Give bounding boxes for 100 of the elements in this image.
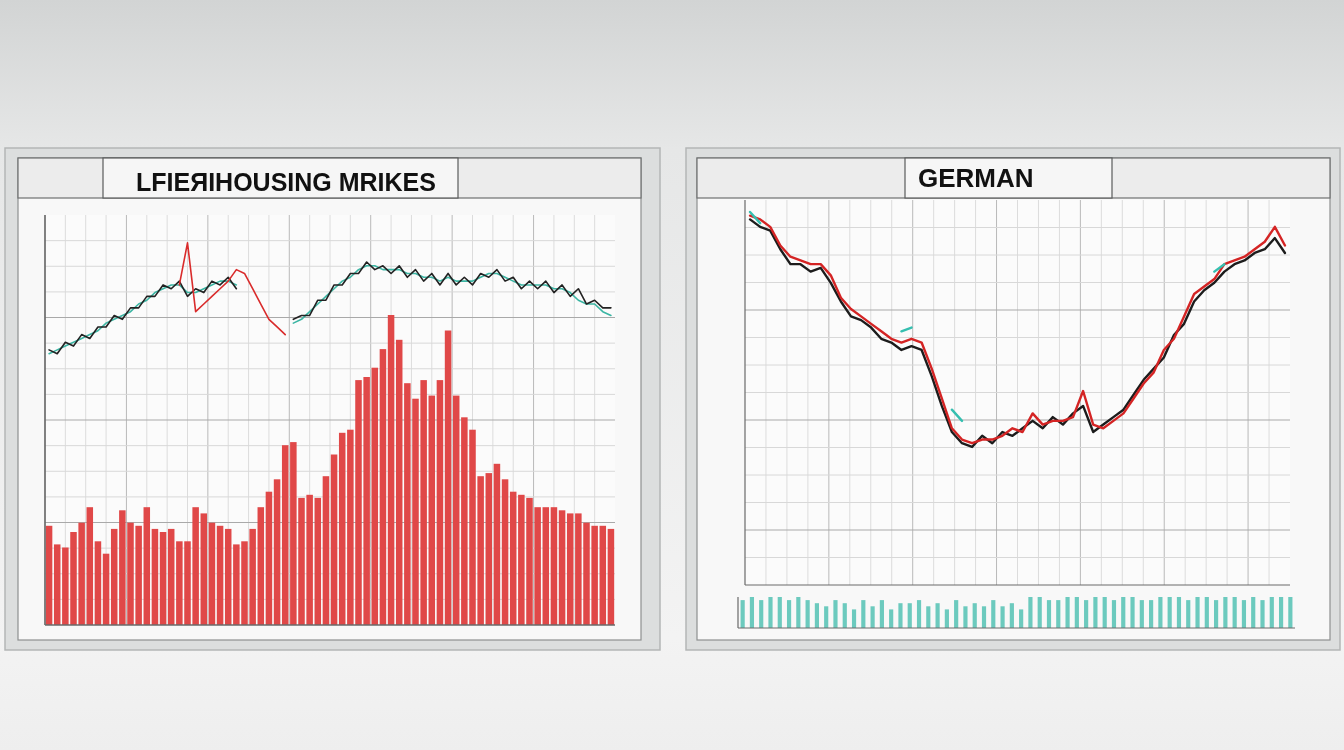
bar	[1000, 606, 1005, 628]
chart-title: LFIEЯIHOUSING MRIKES	[136, 168, 436, 196]
bar	[1065, 597, 1070, 628]
bar	[1009, 603, 1014, 628]
bar	[740, 600, 745, 628]
bar	[322, 476, 330, 625]
bar	[110, 528, 118, 625]
bar	[542, 507, 550, 625]
bar	[1158, 597, 1163, 628]
bar	[143, 507, 151, 625]
bar	[216, 525, 224, 625]
bar	[889, 609, 894, 628]
bar	[281, 445, 289, 625]
bar	[861, 600, 866, 628]
bar	[870, 606, 875, 628]
bar	[1102, 597, 1107, 628]
bar	[159, 532, 167, 625]
bar	[759, 600, 764, 628]
bar	[1111, 600, 1117, 628]
bar	[550, 507, 558, 625]
bar	[898, 603, 903, 628]
bar	[1241, 600, 1247, 628]
bar	[428, 395, 436, 625]
bar	[954, 600, 959, 628]
bar	[1176, 597, 1182, 628]
chart-title: GERMAN	[918, 163, 1034, 193]
bar	[1260, 600, 1265, 628]
bar	[1167, 597, 1172, 628]
bar	[824, 606, 829, 628]
bar	[265, 491, 273, 625]
bar	[257, 507, 265, 625]
bar	[851, 609, 857, 628]
bar	[338, 432, 346, 625]
bar	[509, 491, 517, 625]
bar	[1037, 597, 1042, 628]
bar	[45, 525, 53, 625]
bar	[833, 600, 838, 628]
bar	[1288, 597, 1293, 628]
bar	[1186, 600, 1191, 628]
bar	[224, 528, 232, 625]
bar	[379, 349, 387, 625]
bar	[768, 597, 773, 628]
bar	[273, 479, 281, 625]
bar	[444, 330, 452, 625]
bar	[935, 603, 940, 628]
bar	[981, 606, 987, 628]
bar	[314, 497, 322, 625]
bar	[1278, 597, 1284, 628]
bar	[1084, 600, 1089, 628]
bar	[395, 339, 403, 625]
bar	[330, 454, 338, 625]
bar	[814, 603, 819, 628]
bar	[916, 600, 922, 628]
bar	[387, 315, 395, 625]
bar	[1046, 600, 1052, 628]
bar	[558, 510, 566, 625]
bar	[86, 507, 94, 625]
bar	[749, 597, 755, 628]
bar	[1149, 600, 1154, 628]
bar	[926, 606, 931, 628]
bar	[94, 541, 102, 625]
bar	[599, 525, 607, 625]
bar	[493, 463, 501, 625]
bar	[1269, 597, 1274, 628]
bar	[208, 522, 216, 625]
bar	[786, 600, 792, 628]
bar	[1056, 600, 1061, 628]
bar	[1121, 597, 1126, 628]
bar	[777, 597, 782, 628]
bar	[1093, 597, 1098, 628]
bar	[1223, 597, 1228, 628]
bar	[566, 513, 574, 625]
bar	[972, 603, 977, 628]
bar	[1195, 597, 1200, 628]
bar	[436, 380, 444, 625]
bar	[842, 603, 847, 628]
bar	[1028, 597, 1033, 628]
bar	[485, 473, 493, 625]
bar	[907, 603, 912, 628]
bar	[1019, 609, 1024, 628]
bar	[1139, 600, 1144, 628]
bar	[151, 528, 159, 625]
bar	[991, 600, 996, 628]
bar	[805, 600, 810, 628]
bar	[452, 395, 460, 625]
bar	[371, 367, 379, 625]
bar	[53, 544, 61, 625]
bar	[879, 600, 884, 628]
bar	[1251, 597, 1256, 628]
bar	[1130, 597, 1135, 628]
bar	[102, 553, 110, 625]
bar	[200, 513, 208, 625]
bar	[796, 597, 801, 628]
bar	[1074, 597, 1079, 628]
bar	[1214, 600, 1219, 628]
bar	[501, 479, 509, 625]
bar	[944, 609, 949, 628]
bar	[167, 528, 175, 625]
bar	[1232, 597, 1237, 628]
bar	[963, 606, 968, 628]
